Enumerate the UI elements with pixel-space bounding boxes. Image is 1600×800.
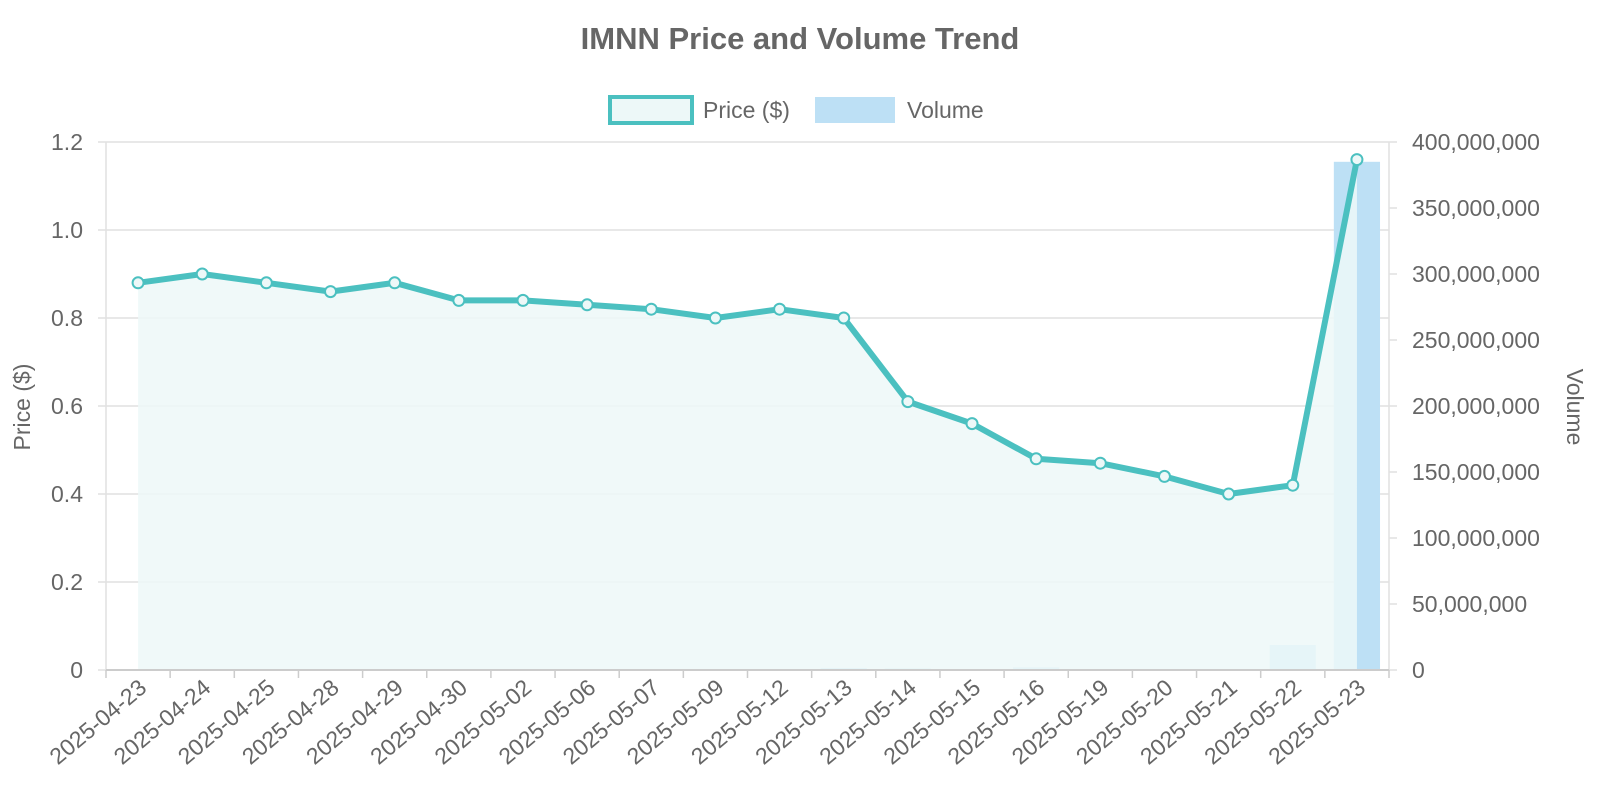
price-point[interactable] (901, 395, 915, 409)
legend-volume-swatch[interactable] (815, 97, 895, 123)
y-left-tick-label: 0.4 (51, 481, 83, 507)
y-right-tick-label: 200,000,000 (1412, 393, 1540, 419)
price-point[interactable] (644, 302, 658, 316)
y-right-tick-label: 50,000,000 (1412, 591, 1527, 617)
legend-volume-label[interactable]: Volume (907, 97, 984, 123)
price-line-path (137, 159, 1360, 497)
y-right-tick-label: 350,000,000 (1412, 195, 1540, 221)
price-point[interactable] (1029, 452, 1043, 466)
y-left-tick-label: 0 (70, 657, 83, 683)
price-point[interactable] (1350, 153, 1364, 167)
y-right-tick-label: 250,000,000 (1412, 327, 1540, 353)
y-right-tick-label: 300,000,000 (1412, 261, 1540, 287)
price-point[interactable] (516, 293, 530, 307)
y-right-tick-label: 400,000,000 (1412, 129, 1540, 155)
y-right-tick-label: 150,000,000 (1412, 459, 1540, 485)
price-points (131, 153, 1364, 501)
y-right-axis-title: Volume (1562, 369, 1588, 446)
price-point[interactable] (131, 276, 145, 290)
price-point[interactable] (1222, 487, 1236, 501)
y-left-tick-label: 0.2 (51, 569, 83, 595)
y-left-axis-title: Price ($) (9, 364, 35, 451)
price-point[interactable] (837, 311, 851, 325)
price-point[interactable] (388, 276, 402, 290)
price-point[interactable] (773, 302, 787, 316)
y-left-tick-label: 1.0 (51, 217, 83, 243)
chart-title: IMNN Price and Volume Trend (581, 21, 1020, 56)
price-point[interactable] (259, 276, 273, 290)
price-point[interactable] (708, 311, 722, 325)
price-point[interactable] (1093, 456, 1107, 470)
price-point[interactable] (965, 417, 979, 431)
price-point[interactable] (580, 298, 594, 312)
legend-price-swatch[interactable] (608, 95, 694, 125)
price-point[interactable] (1157, 469, 1171, 483)
price-point[interactable] (324, 285, 338, 299)
price-area (138, 159, 1357, 670)
legend-price-label[interactable]: Price ($) (703, 97, 790, 123)
price-point[interactable] (452, 293, 466, 307)
y-right-tick-label: 100,000,000 (1412, 525, 1540, 551)
y-left-tick-label: 0.6 (51, 393, 83, 419)
price-area-fill (138, 159, 1357, 670)
legend[interactable]: Price ($) Volume (608, 95, 984, 125)
y-left-tick-label: 1.2 (51, 129, 83, 155)
price-point[interactable] (195, 267, 209, 281)
price-point[interactable] (1286, 478, 1300, 492)
y-right-tick-label: 0 (1412, 657, 1425, 683)
y-left-tick-label: 0.8 (51, 305, 83, 331)
price-line (137, 159, 1360, 497)
